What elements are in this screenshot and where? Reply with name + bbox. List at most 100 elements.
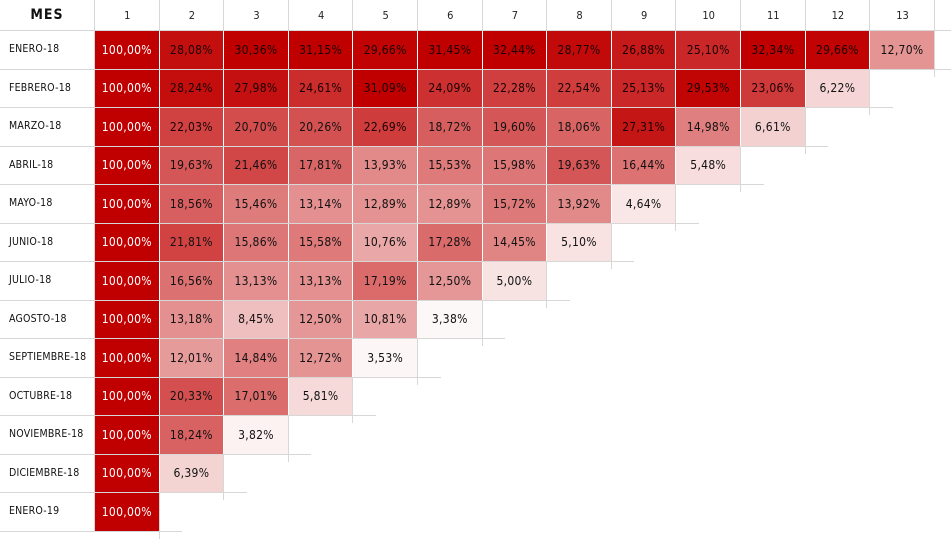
column-header: 7 xyxy=(511,8,519,22)
heatmap-cell: 13,93% xyxy=(353,146,417,184)
heatmap-cell: 21,81% xyxy=(159,223,224,261)
heatmap-cell: 24,61% xyxy=(288,69,353,107)
grid-line xyxy=(740,0,741,30)
heatmap-cell: 19,63% xyxy=(547,146,611,184)
grid-line xyxy=(417,0,418,30)
grid-line xyxy=(933,0,935,30)
heatmap-cell: 20,26% xyxy=(288,108,353,146)
heatmap-cell: 100,00% xyxy=(95,108,159,146)
heatmap-cell: 12,50% xyxy=(418,262,482,300)
row-label: ENERO-19 xyxy=(9,505,60,518)
grid-line xyxy=(158,0,160,30)
heatmap-cell: 21,46% xyxy=(224,146,288,184)
row-label: MARZO-18 xyxy=(9,120,62,133)
grid-line xyxy=(94,261,95,300)
grid-line xyxy=(933,30,935,77)
grid-line xyxy=(0,530,183,532)
heatmap-cell: 28,24% xyxy=(159,69,224,107)
heatmap-cell: 12,01% xyxy=(159,339,224,377)
heatmap-cell: 18,56% xyxy=(159,185,224,223)
heatmap-cell: 15,58% xyxy=(288,223,353,261)
row-label: MAYO-18 xyxy=(9,197,53,210)
heatmap-cell: 15,98% xyxy=(482,146,547,184)
row-label: AGOSTO-18 xyxy=(9,312,67,325)
grid-line xyxy=(287,0,289,30)
heatmap-cell: 10,76% xyxy=(353,223,417,261)
heatmap-cell: 10,81% xyxy=(353,300,417,338)
heatmap-cell: 100,00% xyxy=(95,31,159,69)
heatmap-cell: 4,64% xyxy=(611,185,676,223)
grid-line xyxy=(94,338,95,377)
grid-line xyxy=(0,376,441,378)
heatmap-cell: 5,81% xyxy=(288,377,353,415)
heatmap-cell: 12,72% xyxy=(288,339,353,377)
heatmap-cell: 17,01% xyxy=(224,377,288,415)
grid-line xyxy=(804,107,806,154)
grid-line xyxy=(94,30,95,69)
heatmap-cell: 18,24% xyxy=(159,416,224,454)
heatmap-cell: 100,00% xyxy=(95,223,159,261)
heatmap-cell: 5,10% xyxy=(547,223,611,261)
heatmap-cell: 100,00% xyxy=(95,69,159,107)
grid-line xyxy=(0,338,506,339)
heatmap-cell: 12,50% xyxy=(288,300,353,338)
heatmap-cell: 31,15% xyxy=(288,31,353,69)
column-header: 13 xyxy=(896,8,909,22)
grid-line xyxy=(94,415,95,454)
heatmap-cell: 15,86% xyxy=(224,223,288,261)
heatmap-cell: 100,00% xyxy=(95,493,159,531)
grid-line xyxy=(352,376,354,423)
grid-line xyxy=(869,68,871,115)
heatmap-cell: 28,08% xyxy=(159,31,224,69)
heatmap-cell: 20,33% xyxy=(159,377,224,415)
heatmap-cell: 23,06% xyxy=(741,69,805,107)
row-label: ABRIL-18 xyxy=(9,158,54,171)
grid-line xyxy=(804,0,806,30)
heatmap-cell: 32,44% xyxy=(482,31,547,69)
heatmap-cell: 29,66% xyxy=(805,31,870,69)
heatmap-cell: 15,72% xyxy=(482,185,547,223)
grid-line xyxy=(0,68,951,70)
heatmap-cell: 8,45% xyxy=(224,300,288,338)
row-label: FEBRERO-18 xyxy=(9,81,72,94)
heatmap-cell: 13,92% xyxy=(547,185,611,223)
heatmap-cell: 29,66% xyxy=(353,31,417,69)
grid-line xyxy=(94,299,95,338)
heatmap-cell: 12,70% xyxy=(870,31,934,69)
row-label: OCTUBRE-18 xyxy=(9,389,73,402)
grid-line xyxy=(0,299,570,301)
grid-line xyxy=(0,415,376,416)
heatmap-cell: 27,31% xyxy=(611,108,676,146)
heatmap-cell: 20,70% xyxy=(224,108,288,146)
grid-line xyxy=(0,30,951,31)
grid-line xyxy=(610,0,612,30)
grid-line xyxy=(546,261,548,308)
grid-line xyxy=(481,0,483,30)
row-label: ENERO-18 xyxy=(9,43,60,56)
column-header: 12 xyxy=(831,8,845,22)
heatmap-cell: 22,69% xyxy=(353,108,417,146)
grid-line xyxy=(158,492,160,539)
heatmap-cell: 22,28% xyxy=(482,69,547,107)
grid-line xyxy=(869,0,871,30)
grid-line xyxy=(675,184,677,231)
grid-line xyxy=(352,0,354,30)
column-header: 2 xyxy=(188,8,196,22)
heatmap-cell: 6,22% xyxy=(805,69,870,107)
heatmap-cell: 13,13% xyxy=(288,262,353,300)
heatmap-cell: 100,00% xyxy=(95,454,159,492)
column-header: 8 xyxy=(576,8,583,22)
grid-line xyxy=(0,453,312,455)
grid-line xyxy=(94,492,95,531)
heatmap-cell: 12,89% xyxy=(353,185,417,223)
grid-line xyxy=(610,222,612,269)
heatmap-cell: 100,00% xyxy=(95,146,159,184)
heatmap-cell: 13,13% xyxy=(224,262,288,300)
grid-line xyxy=(546,0,548,30)
heatmap-cell: 28,77% xyxy=(547,31,611,69)
grid-line xyxy=(94,68,95,107)
heatmap-cell: 25,13% xyxy=(611,69,676,107)
column-header: 5 xyxy=(382,8,389,22)
heatmap-cell: 22,54% xyxy=(547,69,611,107)
heatmap-cell: 31,09% xyxy=(353,69,417,107)
